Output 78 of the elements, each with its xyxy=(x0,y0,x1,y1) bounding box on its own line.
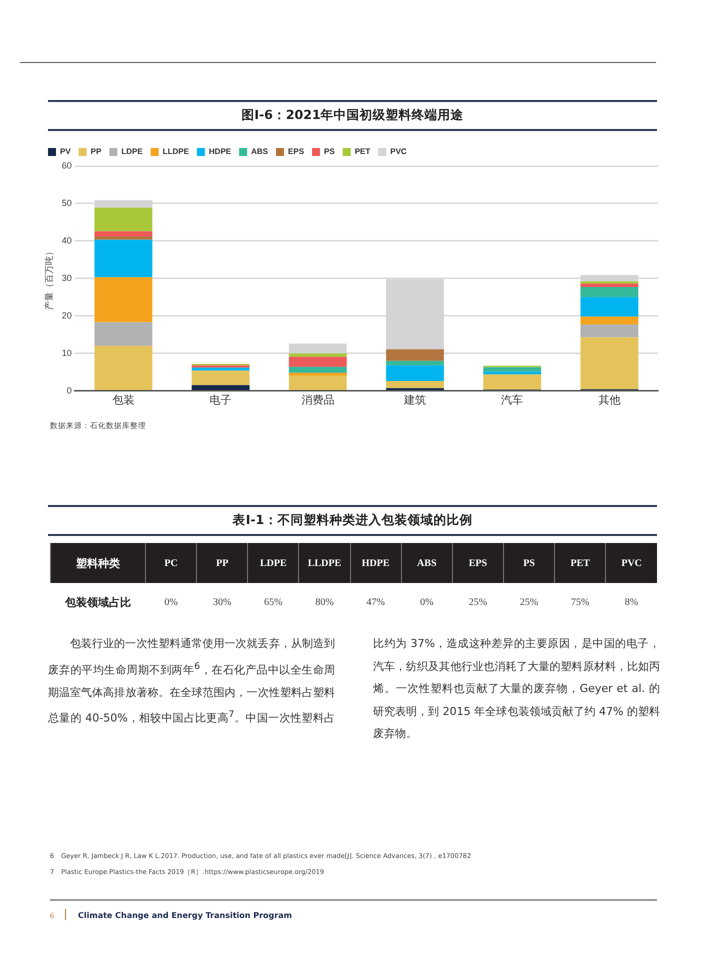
text: 6 xyxy=(50,911,54,920)
bar xyxy=(483,367,542,372)
bar xyxy=(192,368,250,371)
bar xyxy=(580,287,638,298)
category-label: PS xyxy=(503,543,555,583)
bar xyxy=(386,360,444,366)
text: 25% xyxy=(520,596,538,608)
category-label: LDPE xyxy=(248,543,299,583)
bar xyxy=(94,231,152,236)
legend-label: EPS xyxy=(288,147,305,156)
text: 25% xyxy=(468,596,488,608)
text: 6 xyxy=(194,660,200,672)
y-tick-label: 60 xyxy=(62,160,72,170)
text: 包装领域占比 xyxy=(64,594,132,610)
bar xyxy=(580,337,638,390)
bar xyxy=(386,381,444,388)
bar xyxy=(288,366,347,373)
category-label: ABS xyxy=(401,543,452,583)
y-tick-label: 0 xyxy=(66,385,72,396)
text: Climate Change and Energy Transition Program xyxy=(78,911,292,920)
legend-label: PET xyxy=(354,147,370,156)
x-tick-label: 包装 xyxy=(112,393,134,406)
bar xyxy=(288,375,347,390)
text: 65% xyxy=(264,596,283,608)
legend-label: PP xyxy=(90,147,102,156)
bar xyxy=(386,349,444,361)
bar xyxy=(288,372,347,376)
x-tick-label: 汽车 xyxy=(501,393,524,406)
text: 30% xyxy=(213,596,232,608)
text: 47% xyxy=(366,596,385,608)
legend-label: LLDPE xyxy=(162,147,190,156)
text: 0% xyxy=(420,596,434,608)
y-tick-label: 50 xyxy=(62,198,72,208)
bar xyxy=(483,372,542,374)
text: 8% xyxy=(624,596,638,608)
category-label: PP xyxy=(196,543,248,583)
bar xyxy=(94,236,152,240)
bar xyxy=(94,322,152,346)
x-tick-label: 消费品 xyxy=(301,393,334,406)
legend-label: PS xyxy=(324,147,336,156)
y-tick-label: 20 xyxy=(62,310,72,320)
bar xyxy=(192,370,250,386)
bar xyxy=(580,316,638,324)
bar xyxy=(192,385,250,390)
legend-label: HDPE xyxy=(208,147,232,156)
text: 表I-1：不同塑料种类进入包装领域的比例 xyxy=(48,505,657,536)
text: 0% xyxy=(164,596,178,608)
bar xyxy=(94,208,152,232)
y-tick-label: 40 xyxy=(62,235,72,246)
legend-label: LDPE xyxy=(121,147,144,156)
category-label: PVC xyxy=(606,543,657,583)
bar xyxy=(580,297,638,317)
bar xyxy=(386,365,444,382)
bar xyxy=(94,346,152,390)
legend-label: PVC xyxy=(390,147,407,156)
bar xyxy=(94,240,152,278)
bar xyxy=(483,374,542,390)
bar xyxy=(580,324,638,338)
bar xyxy=(288,356,347,367)
y-axis-title: 产量（百万吨） xyxy=(44,246,54,310)
bar xyxy=(580,284,638,288)
text: 80% xyxy=(315,596,334,608)
y-tick-label: 10 xyxy=(62,348,72,358)
text: 75% xyxy=(571,596,590,608)
category-label: EPS xyxy=(452,543,504,583)
legend-label: ABS xyxy=(251,147,269,156)
category-label: PC xyxy=(146,543,197,583)
x-tick-label: 其他 xyxy=(598,393,620,406)
chart-title: 图I-6：2021年中国初级塑料终端用途 xyxy=(48,100,657,131)
legend-label: PV xyxy=(60,147,72,156)
x-tick-label: 建筑 xyxy=(403,393,426,406)
x-tick-label: 电子 xyxy=(210,393,232,406)
bar xyxy=(94,277,152,322)
category-label: HDPE xyxy=(350,543,402,583)
y-tick-label: 30 xyxy=(62,272,72,283)
category-label: LLDPE xyxy=(298,543,350,583)
category-label: PET xyxy=(554,543,606,583)
text: 塑料种类 xyxy=(50,543,146,583)
